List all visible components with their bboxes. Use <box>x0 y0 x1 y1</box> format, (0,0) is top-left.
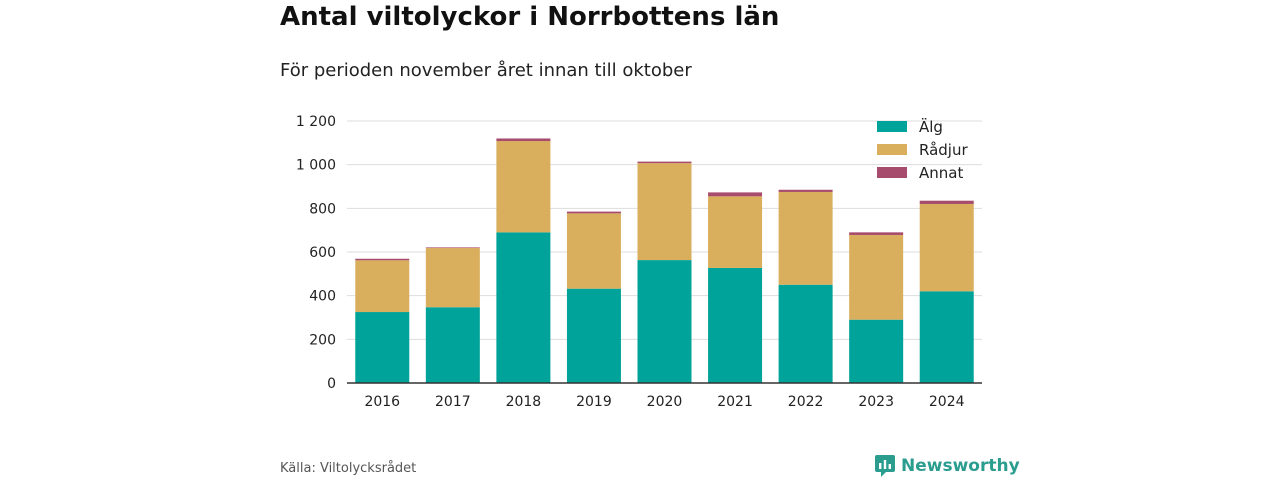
x-tick-label: 2023 <box>858 394 894 410</box>
bar-segment <box>919 291 974 383</box>
bar-segment <box>355 258 410 261</box>
bar-segment <box>355 260 410 313</box>
newsworthy-brand[interactable]: Newsworthy <box>875 455 1020 477</box>
legend-label: Älg <box>919 117 943 136</box>
bar-segment <box>425 248 480 308</box>
legend-label: Annat <box>919 164 963 182</box>
bar-segment <box>566 211 621 214</box>
x-tick-label: 2018 <box>506 394 542 410</box>
bar-segment <box>708 192 763 197</box>
x-tick-label: 2024 <box>929 394 965 410</box>
legend-swatch <box>877 144 907 155</box>
bar-segment <box>425 307 480 383</box>
y-tick-label: 1 200 <box>296 114 336 130</box>
bar-segment <box>425 247 480 249</box>
bar-segment <box>637 163 692 261</box>
legend-swatch <box>877 167 907 178</box>
bar-segment <box>355 312 410 383</box>
bar-segment <box>778 284 833 383</box>
bar-segment <box>496 232 551 383</box>
chart-subtitle: För perioden november året innan till ok… <box>280 60 692 81</box>
bar-segment <box>566 288 621 383</box>
brand-name: Newsworthy <box>901 456 1020 476</box>
legend-swatch <box>877 121 907 132</box>
legend-label: Rådjur <box>919 141 968 159</box>
bar-segment <box>708 196 763 268</box>
bar-segment <box>919 203 974 292</box>
y-tick-label: 400 <box>309 289 336 305</box>
bar-segment <box>496 141 551 233</box>
x-tick-label: 2020 <box>647 394 683 410</box>
newsworthy-logo-icon <box>875 455 895 477</box>
stacked-bar-chart: 0 200 400 600 800 1 000 1 200 2016 2017 2018 2019 2… <box>296 114 982 410</box>
bar-segment <box>778 189 833 192</box>
y-tick-label: 600 <box>309 245 336 261</box>
y-tick-label: 0 <box>327 376 336 392</box>
x-tick-label: 2021 <box>717 394 753 410</box>
y-tick-label: 200 <box>309 332 336 348</box>
bar-segment <box>849 234 904 320</box>
bar-segment <box>849 232 904 235</box>
source-note: Källa: Viltolycksrådet <box>280 461 417 476</box>
bar-segment <box>566 213 621 289</box>
x-tick-label: 2016 <box>364 394 400 410</box>
bar-segment <box>778 191 833 285</box>
bar-segment <box>496 138 551 142</box>
bar-segment <box>919 200 974 204</box>
bar-segment <box>849 319 904 383</box>
x-tick-label: 2019 <box>576 394 612 410</box>
x-tick-label: 2022 <box>788 394 824 410</box>
bar-segment <box>637 260 692 383</box>
x-tick-label: 2017 <box>435 394 471 410</box>
y-tick-label: 1 000 <box>296 158 336 174</box>
bar-segment <box>708 267 763 383</box>
bar-segment <box>637 161 692 164</box>
chart-title: Antal viltolyckor i Norrbottens län <box>280 2 780 32</box>
y-tick-label: 800 <box>309 201 336 217</box>
